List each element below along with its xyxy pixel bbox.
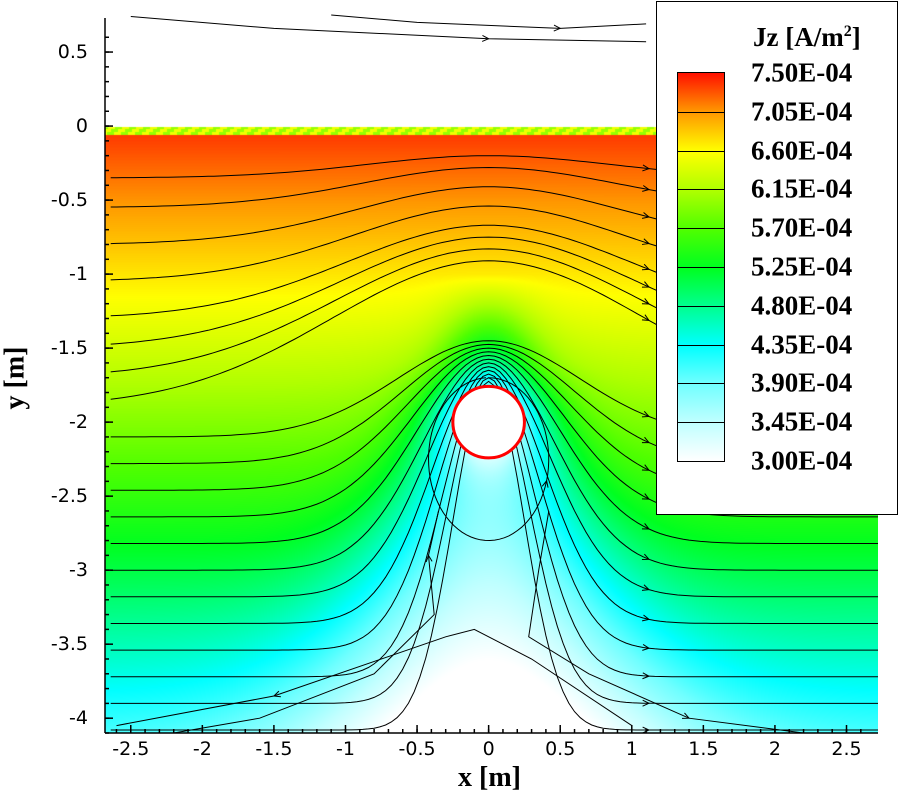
colorbar-band	[678, 111, 724, 151]
legend-title-exponent: 2	[843, 23, 852, 40]
axes	[104, 18, 878, 734]
y-tick-label: 0	[75, 115, 88, 138]
colorbar-level-label: 6.60E-04	[751, 135, 853, 166]
streamline-arrow	[642, 699, 651, 707]
streamline-air	[331, 14, 647, 29]
colorbar-band	[678, 305, 724, 345]
colorbar-level-label: 5.25E-04	[751, 251, 853, 282]
x-tick-label: 0	[482, 738, 495, 760]
x-tick-label: 2.5	[831, 738, 862, 760]
streamline	[110, 373, 878, 678]
streamline	[110, 369, 878, 651]
streamline-arrow	[642, 164, 651, 172]
cylinder-obstacle	[451, 384, 526, 460]
colorbar-band	[678, 189, 724, 229]
colorbar-level-label: 5.70E-04	[751, 212, 853, 243]
streamline	[110, 354, 878, 544]
colorbar-band	[678, 267, 724, 306]
streamline-arrow	[641, 553, 651, 561]
colorbar-level-label: 3.00E-04	[751, 445, 853, 476]
legend-title-text: Jz [A/m	[753, 22, 844, 52]
colorbar-band	[678, 383, 724, 423]
colorbar-band	[678, 150, 724, 190]
streamline-arrow	[641, 523, 651, 530]
colorbar-level-label: 7.05E-04	[751, 96, 853, 127]
streamline-loop	[427, 377, 550, 542]
y-tick-label: -1	[69, 263, 88, 286]
streamline-arrow	[641, 281, 651, 288]
x-tick-label: -1	[336, 738, 355, 760]
streamline-arrow	[641, 298, 651, 305]
colorbar-level-label: 6.15E-04	[751, 173, 853, 204]
streamline-air	[130, 16, 647, 43]
x-tick-label: -0.5	[398, 738, 436, 760]
streamline-arrow	[641, 464, 651, 471]
streamline-arrow	[641, 212, 651, 219]
colorbar-legend: Jz [A/m2] 7.50E-04 7.05E-04 6.60E-04 6.15E-…	[656, 1, 898, 515]
streamline-arrow	[541, 479, 549, 488]
streamline-arrow	[641, 263, 651, 271]
y-tick-label: -4	[69, 707, 88, 730]
streamline-arrow	[641, 314, 650, 321]
streamline	[528, 510, 804, 734]
streamline	[110, 377, 878, 704]
colorbar-band	[678, 422, 724, 461]
x-axis-title: x [m]	[458, 762, 521, 793]
streamline-arrow	[641, 493, 650, 500]
colorbar-band	[678, 344, 724, 384]
colorbar-band	[678, 73, 724, 112]
streamline	[110, 362, 878, 598]
x-tick-label: 1	[625, 738, 638, 760]
x-tick-label: -1.5	[255, 738, 293, 760]
y-tick-label: -1.5	[50, 337, 88, 360]
colorbar-level-label: 3.90E-04	[751, 367, 853, 398]
colorbar-level-label: 3.45E-04	[751, 406, 853, 437]
streamline-arrow	[642, 672, 651, 680]
streamline-arrow	[553, 24, 562, 32]
streamline-arrow	[682, 712, 691, 719]
colorbar-level-label: 4.80E-04	[751, 290, 853, 321]
streamline-arrow	[642, 185, 651, 192]
y-tick-label: -0.5	[50, 189, 88, 212]
y-tick-label: -2.5	[50, 485, 88, 508]
y-tick-label: -3.5	[50, 633, 88, 656]
colorbar	[677, 72, 725, 462]
streamline	[173, 510, 439, 734]
streamline-arrow	[642, 644, 651, 651]
x-tick-label: 2	[768, 738, 781, 760]
streamline-arrow	[641, 238, 651, 245]
y-tick-label: -2	[69, 411, 88, 434]
streamline-arrow	[642, 614, 651, 622]
x-tick-label: -2.5	[112, 738, 150, 760]
streamline	[116, 628, 633, 727]
x-tick-label: 1.5	[688, 738, 719, 760]
x-tick-label: -2	[192, 738, 212, 760]
colorbar-band	[678, 228, 724, 267]
streamline	[110, 351, 878, 518]
streamline-arrow	[481, 34, 490, 42]
colorbar-level-label: 4.35E-04	[751, 329, 853, 360]
streamline-arrow	[641, 436, 651, 444]
streamline-arrow	[425, 554, 433, 563]
y-axis-title: y [m]	[0, 346, 31, 410]
legend-title: Jz [A/m2]	[753, 22, 861, 53]
x-tick-label: 0.5	[545, 738, 576, 760]
y-tick-label: -3	[69, 559, 88, 582]
streamline	[110, 366, 878, 624]
legend-title-end: ]	[851, 22, 861, 52]
streamline-arrow	[272, 690, 281, 698]
y-tick-label: 0.5	[57, 41, 88, 64]
streamline-arrow	[641, 410, 651, 418]
streamline-arrow	[642, 726, 651, 734]
streamline	[110, 358, 878, 571]
colorbar-level-label: 7.50E-04	[751, 57, 853, 88]
streamline-arrow	[641, 584, 651, 591]
